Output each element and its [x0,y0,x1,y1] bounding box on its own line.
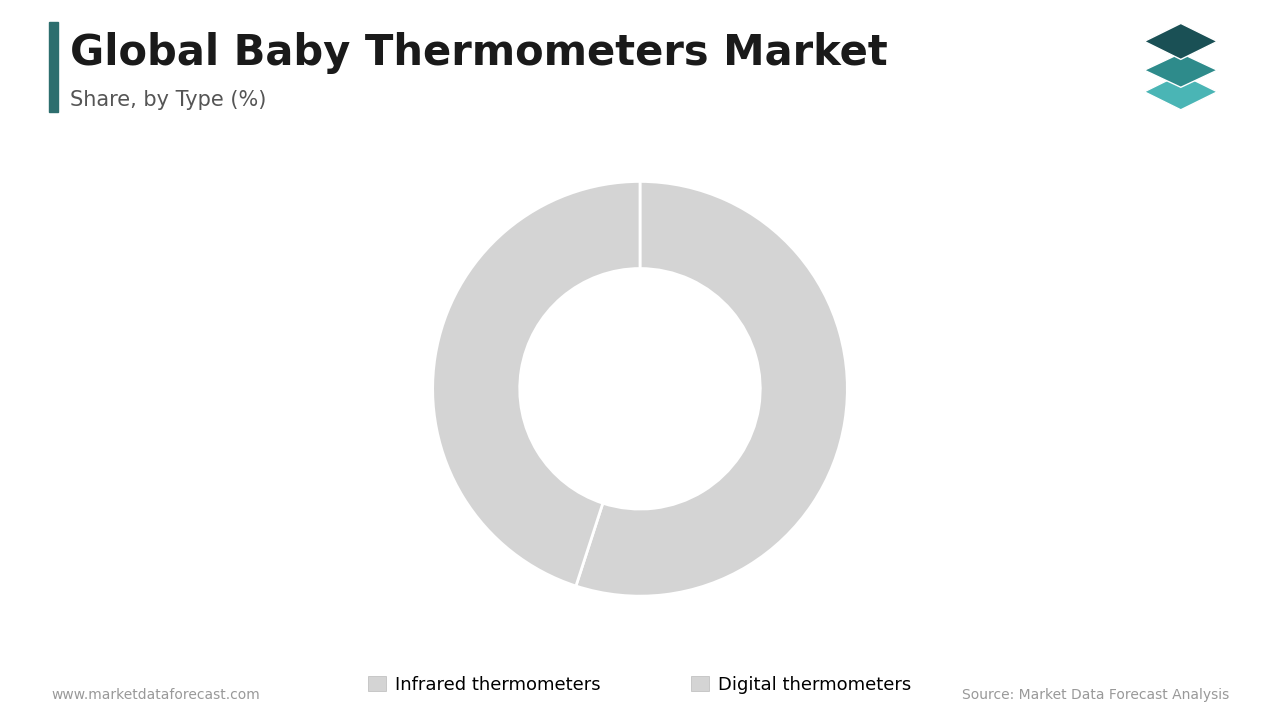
Polygon shape [1144,53,1217,87]
Text: Global Baby Thermometers Market: Global Baby Thermometers Market [70,32,888,74]
Legend: Infrared thermometers, Digital thermometers: Infrared thermometers, Digital thermomet… [361,669,919,701]
Text: Source: Market Data Forecast Analysis: Source: Market Data Forecast Analysis [961,688,1229,702]
Text: Share, by Type (%): Share, by Type (%) [70,90,266,110]
Wedge shape [433,181,640,586]
Polygon shape [1144,74,1217,110]
Text: www.marketdataforecast.com: www.marketdataforecast.com [51,688,260,702]
Polygon shape [1144,23,1217,59]
Wedge shape [576,181,847,596]
